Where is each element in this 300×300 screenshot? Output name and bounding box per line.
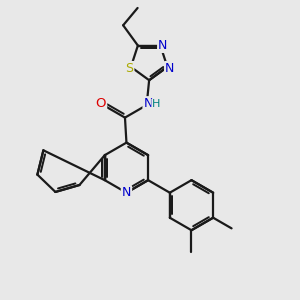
- Text: O: O: [96, 97, 106, 110]
- Text: N: N: [165, 62, 174, 75]
- Text: S: S: [125, 62, 134, 75]
- Text: H: H: [152, 99, 160, 109]
- Text: N: N: [122, 186, 131, 199]
- Text: N: N: [143, 97, 153, 110]
- Text: N: N: [158, 39, 167, 52]
